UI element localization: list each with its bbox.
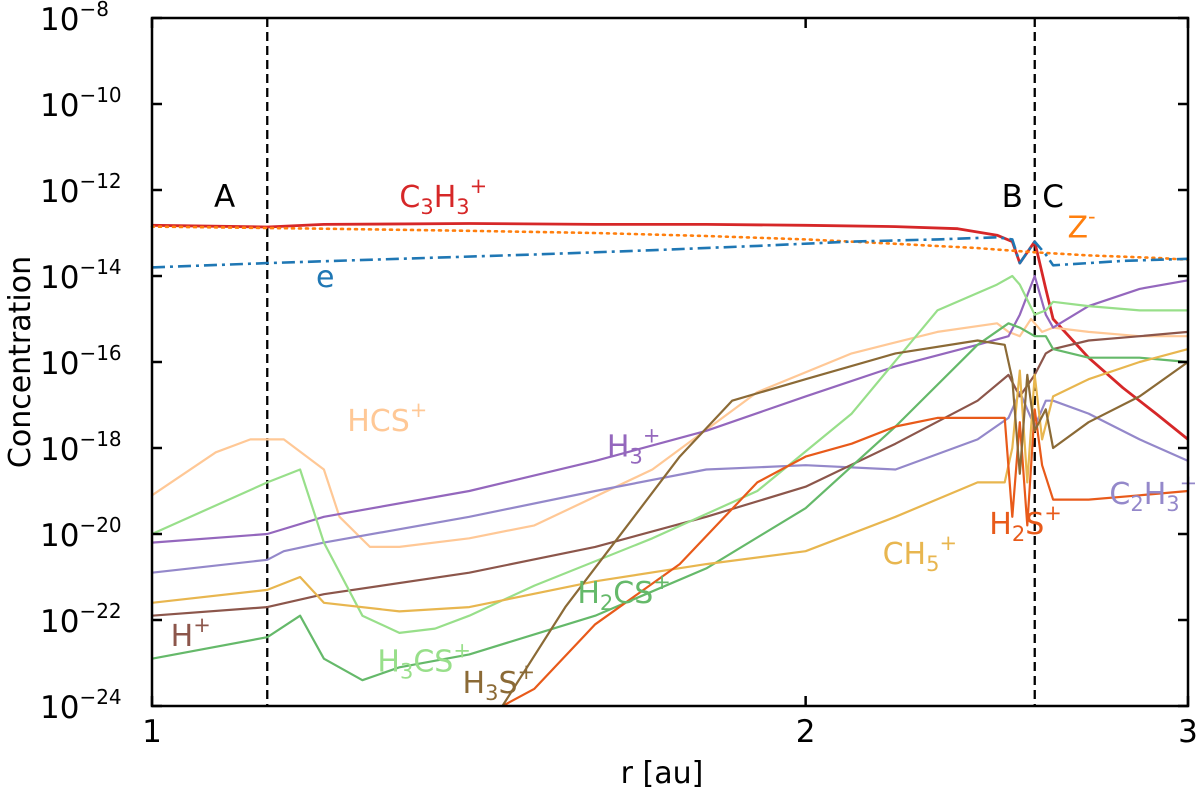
y-tick-label: 10−8 [40,0,109,38]
series-label: C3H3+ [399,174,487,219]
y-tick-label: 10−14 [40,255,122,296]
region-label: B [1002,179,1023,215]
series-label: H3CS+ [377,639,471,684]
region-label: A [214,179,235,215]
y-tick-label: 10−12 [40,169,122,210]
series-line [151,391,1189,574]
series-line [151,330,1189,617]
series-line [501,339,1189,707]
y-tick-label: 10−24 [40,685,122,726]
y-axis-title: Concentration [3,256,38,468]
series-lines [150,222,1190,707]
series-label: H2CS+ [577,570,671,615]
series-label: H3S+ [463,660,536,705]
series-line [150,225,1190,262]
series-label: H2S+ [989,501,1062,546]
y-tick-label: 10−10 [40,83,122,124]
series-label: e [316,260,334,295]
series-labels: C3H3+ Z-e HCS+ H3+ C2H3+ H+ H3CS+ H2CS+ CH5+ H2S+… [171,174,1198,705]
plot-frame [150,16,1190,708]
region-label: C [1042,179,1064,215]
series-line [151,322,1189,682]
series-line [501,408,1189,707]
y-tick-label: 10−18 [40,427,122,468]
y-tick-label: 10−16 [40,341,122,382]
x-tick-label: 3 [1178,714,1198,750]
series-line [151,317,1188,549]
y-tick-label: 10−20 [40,513,122,554]
x-axis-title: r [au] [621,756,704,790]
series-label: H3+ [607,424,661,469]
series-label: C2H3+ [1109,471,1197,516]
x-tick-label: 2 [796,714,816,750]
series-label: H+ [171,613,211,654]
series-label: CH5+ [883,531,958,576]
series-line [151,348,1189,613]
series-label: Z- [1067,204,1095,245]
axes: 10−24 10−22 10−20 10−18 10−16 10−14 10−12 10−10… [40,0,1198,750]
y-tick-label: 10−22 [40,599,122,640]
series-line [151,274,1188,635]
x-tick-label: 1 [142,714,162,750]
series-label: HCS+ [347,398,427,439]
